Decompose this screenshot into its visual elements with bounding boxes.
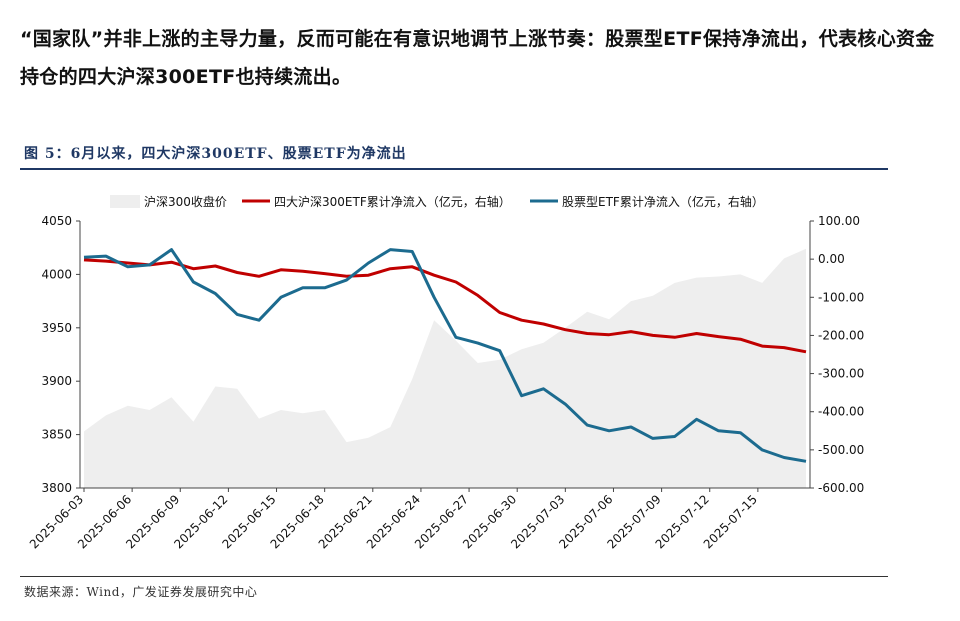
figure-top-rule [20, 168, 888, 170]
y-right-tick-label: -300.00 [818, 367, 864, 381]
y-left-tick-label: 3850 [41, 428, 72, 442]
y-left-tick-label: 3800 [41, 481, 72, 495]
series-line-csi300-etf-flow [83, 258, 807, 354]
y-left-tick-label: 4050 [41, 214, 72, 228]
plot-area: 3800 3850 3900 3950 4000 4050 100.00 0.00 -100.0… [27, 214, 864, 551]
figure-title: 图 5：6月以来，四大沪深300ETF、股票ETF为净流出 [24, 146, 407, 162]
y-right-tick-label: -400.00 [818, 405, 864, 419]
legend-label-area: 沪深300收盘价 [144, 194, 227, 209]
y-left-tick-label: 3900 [41, 374, 72, 388]
legend-label-blue: 股票型ETF累计净流入（亿元，右轴） [562, 194, 764, 209]
headline: “国家队”并非上涨的主导力量，反而可能在有意识地调节上涨节奏：股票型ETF保持净… [20, 28, 935, 88]
y-right-tick-label: 100.00 [818, 214, 860, 228]
y-left-tick-label: 4000 [41, 267, 72, 281]
y-right-tick-label: -100.00 [818, 290, 864, 304]
legend-label-red: 四大沪深300ETF累计净流入（亿元，右轴） [274, 194, 511, 209]
y-right-tick-label: -600.00 [818, 481, 864, 495]
source-note: 数据来源：Wind，广发证券发展研究中心 [24, 585, 258, 599]
y-right-tick-label: -500.00 [818, 443, 864, 457]
series-line-equity-etf-flow [83, 248, 807, 463]
y-left-tick-label: 3950 [41, 321, 72, 335]
legend-swatch-area [110, 195, 140, 208]
chart: 沪深300收盘价 四大沪深300ETF累计净流入（亿元，右轴） 股票型ETF累计… [27, 194, 864, 551]
figure-bottom-rule [20, 576, 888, 577]
series-area-csi300-close [84, 248, 806, 488]
y-right-tick-label: -200.00 [818, 328, 864, 342]
legend: 沪深300收盘价 四大沪深300ETF累计净流入（亿元，右轴） 股票型ETF累计… [110, 194, 764, 209]
y-right-tick-label: 0.00 [818, 252, 845, 266]
